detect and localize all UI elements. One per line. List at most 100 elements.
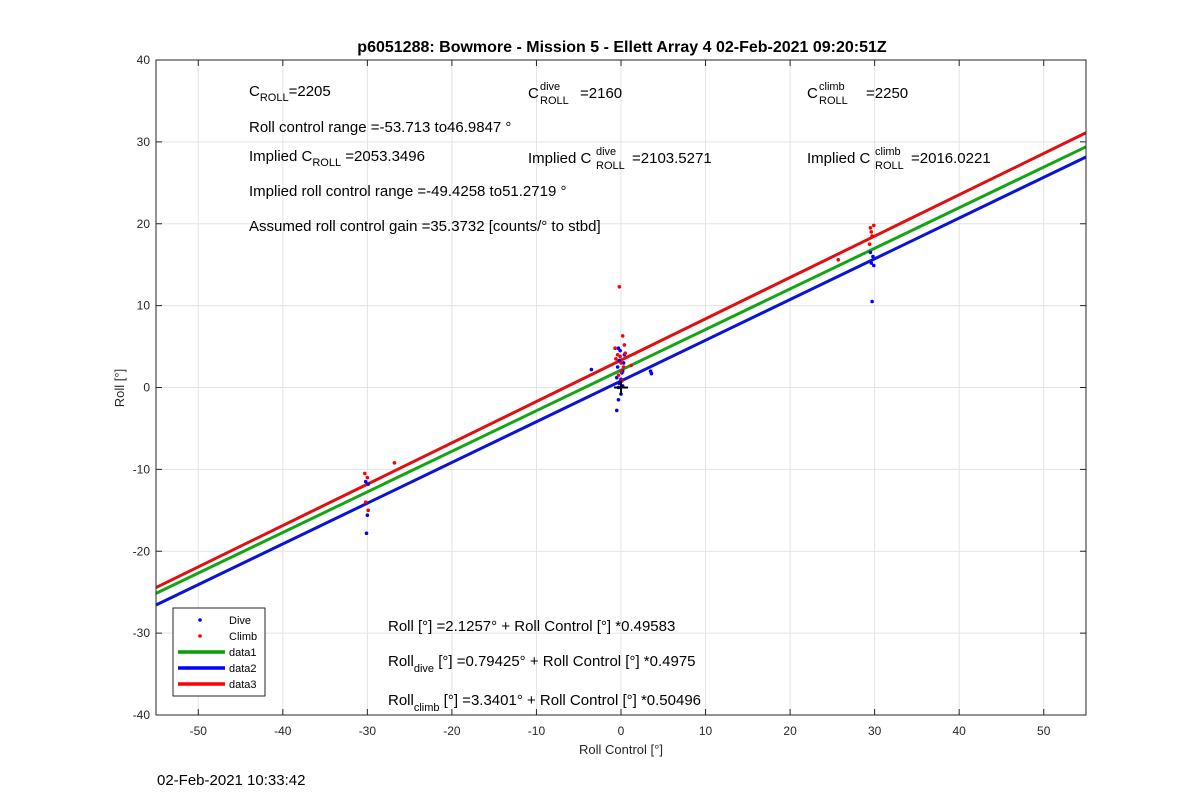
point-climb [867,242,872,247]
annotation-c-roll: CROLL=2205 [249,83,331,104]
y-ticks: -40 -30 -20 -10 0 10 20 30 40 [133,53,1086,722]
annotation-implied-climb-value: =2016.0221 [911,150,991,167]
x-tick-label: -40 [274,724,292,738]
fit-dive-text: [°] =0.79425° + Roll Control [°] *0.4975 [434,653,696,670]
annotation-c-climb-roll: C [807,85,818,102]
legend-label: data3 [229,679,257,691]
point-dive [871,263,876,268]
point-climb [363,471,367,476]
annotation-c-climb-value: =2250 [866,85,908,102]
point-climb [836,257,841,262]
point-dive [363,479,368,484]
point-dive [614,408,619,413]
y-tick-label: 20 [137,217,151,231]
point-climb [619,361,623,365]
legend-label: Dive [229,615,251,627]
y-tick-label: -30 [133,626,151,640]
point-dive [621,361,626,365]
point-dive [364,531,369,536]
point-climb [869,230,874,234]
fit-climb-text: [°] =3.3401° + Roll Control [°] *0.50496 [440,692,702,709]
annotation-fit-dive: Rolldive [°] =0.79425° + Roll Control [°… [388,653,696,675]
fit-dive-sub: dive [414,663,434,675]
point-climb [616,373,621,378]
annotation-implied-dive-value: =2103.5271 [632,150,712,167]
annotation-implied-dive-sub: ROLL [596,160,625,172]
point-climb [868,226,873,230]
point-dive [868,250,873,255]
point-climb [622,343,627,347]
implied-c-roll-sub: ROLL [312,157,341,169]
x-tick-label: 40 [953,724,967,738]
y-tick-label: -10 [133,462,151,476]
point-dive [589,367,594,372]
roll-word: Roll [388,692,414,709]
roll-word: Roll [388,653,414,670]
annotation-gain: Assumed roll control gain =35.3732 [coun… [249,218,601,235]
point-dive [869,261,874,265]
legend: Dive Climb data1 data2 data3 [172,607,266,697]
point-dive [871,254,875,259]
point-climb [614,357,618,361]
annotation-implied-c-roll: Implied CROLL =2053.3496 [249,148,425,169]
annotation-c-dive-roll: C [528,85,539,102]
annotation-implied-range: Implied roll control range =-49.4258 to5… [249,183,566,200]
point-climb [629,363,633,368]
x-tick-label: 30 [868,724,882,738]
x-tick-label: -30 [359,724,377,738]
annotation-implied-c-climb: Implied C [807,150,871,167]
point-climb [392,461,397,465]
x-tick-label: -50 [190,724,208,738]
point-climb [870,234,874,238]
c-roll-value: =2205 [289,83,331,100]
x-ticks: -50 -40 -30 -20 -10 0 10 20 30 40 50 [190,60,1051,738]
x-tick-label: -20 [443,724,461,738]
annotation-fit-climb: Rollclimb [°] =3.3401° + Roll Control [°… [388,692,701,714]
y-tick-label: 0 [143,381,150,395]
point-climb [620,334,625,338]
point-dive [615,365,620,369]
c-symbol: C [249,83,260,100]
annotation-implied-climb-sup: climb [875,146,901,158]
footer-timestamp: 02-Feb-2021 10:33:42 [157,772,306,789]
point-dive [365,513,370,518]
point-climb [623,351,628,355]
x-tick-label: 0 [618,724,625,738]
c-symbol: C [807,85,818,102]
annotation-c-dive-value: =2160 [580,85,622,102]
c-symbol: C [528,85,539,102]
point-climb [621,365,626,369]
point-climb [617,284,622,289]
point-dive [649,371,654,376]
point-climb [363,500,368,504]
legend-label: data2 [229,663,257,675]
y-tick-label: 30 [137,135,151,149]
annotation-implied-c-dive: Implied C [528,150,592,167]
point-climb [365,475,370,480]
origin-crosshair [614,380,628,395]
point-climb [613,346,617,351]
point-dive [616,346,621,351]
point-climb [619,369,623,373]
point-dive [616,397,621,402]
annotation-c-climb-sub: ROLL [819,95,848,107]
y-tick-label: -20 [133,544,151,558]
point-climb [618,354,622,359]
implied-c-roll-value: =2053.3496 [341,148,425,165]
fit-climb-sub: climb [414,702,440,714]
annotation-c-climb-sup: climb [819,81,845,93]
implied-prefix: Implied C [249,148,313,165]
point-climb [366,508,371,513]
legend-marker-dive [198,618,202,622]
legend-label: data1 [229,647,257,659]
point-dive [870,299,874,304]
y-tick-label: 10 [137,299,151,313]
x-tick-label: -10 [528,724,546,738]
c-roll-subscript: ROLL [260,92,289,104]
annotation-implied-climb-sub: ROLL [875,160,904,172]
annotation-fit-all: Roll [°] =2.1257° + Roll Control [°] *0.… [388,618,675,635]
point-dive [366,482,371,486]
point-climb [871,223,876,228]
annotation-c-dive-sup: dive [540,81,560,93]
